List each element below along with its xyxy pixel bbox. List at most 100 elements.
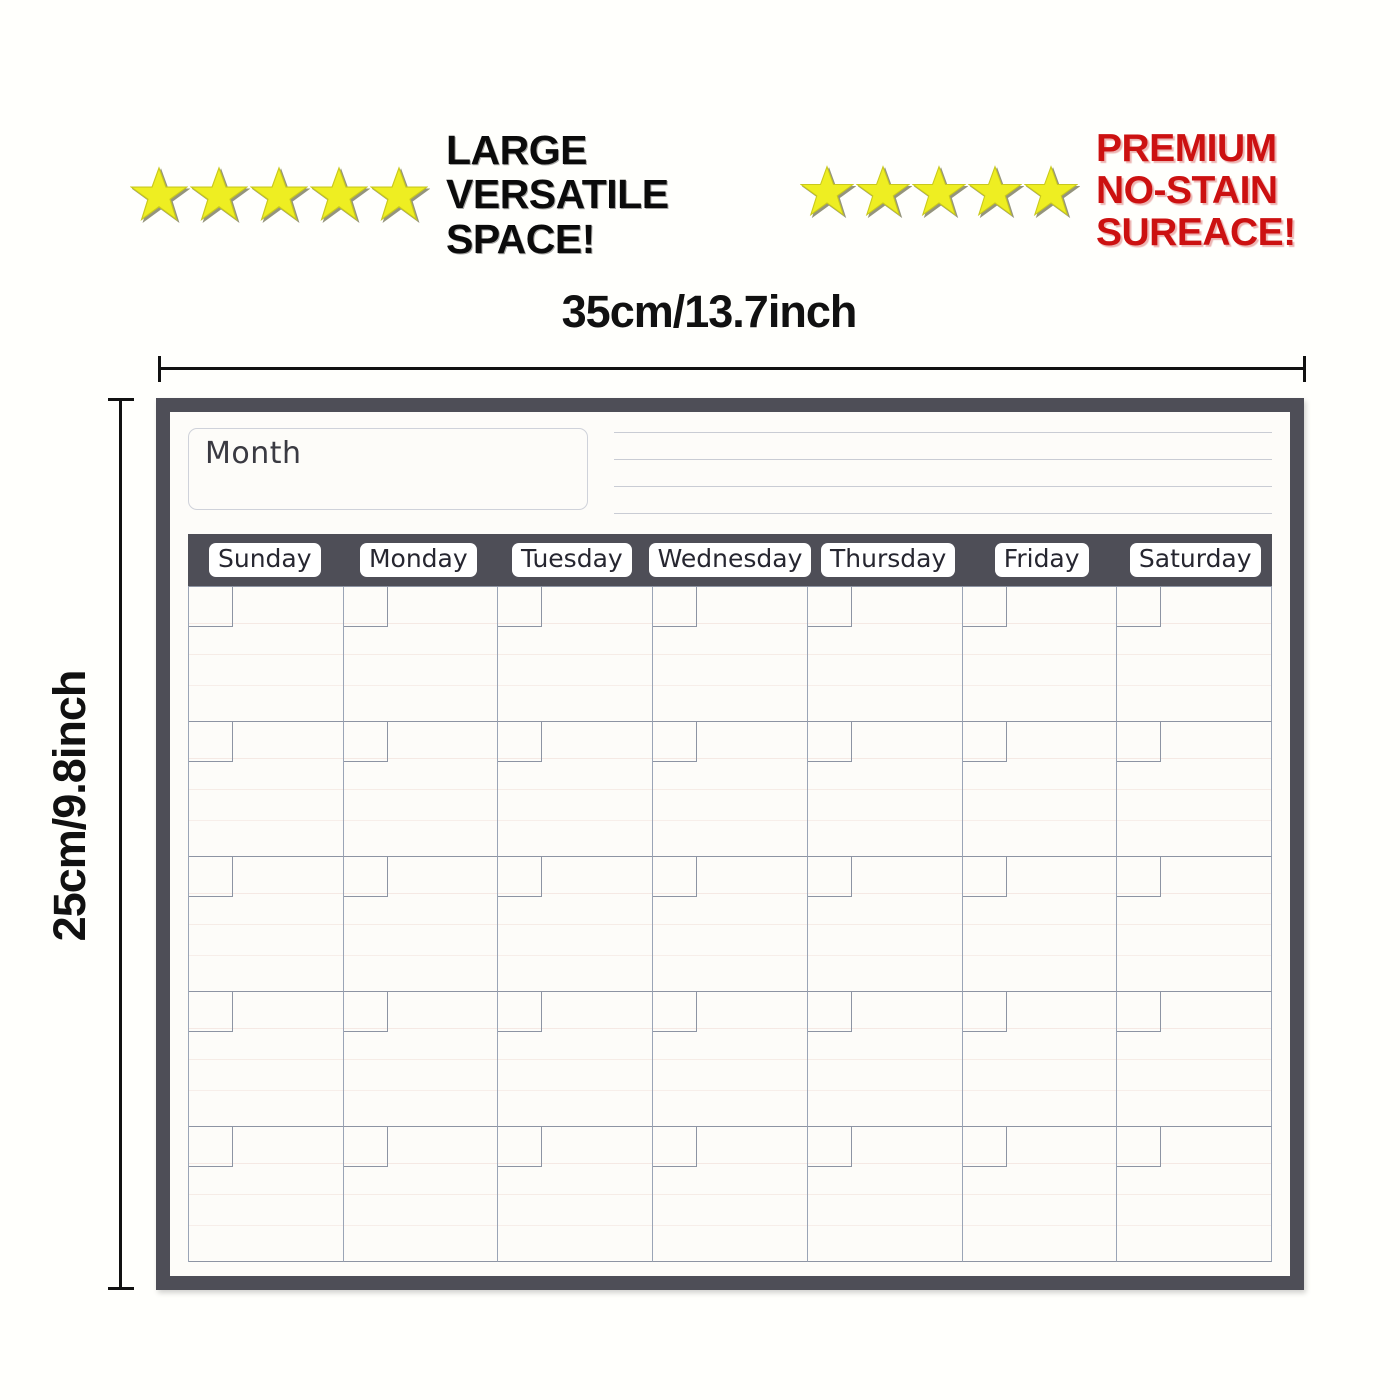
date-number-box[interactable]: [1117, 1127, 1162, 1167]
calendar-day-cell[interactable]: [189, 722, 344, 857]
date-number-box[interactable]: [343, 992, 388, 1032]
note-line: [614, 432, 1272, 433]
day-header-cell: Thursday: [811, 543, 965, 577]
calendar-day-cell[interactable]: [962, 1127, 1118, 1262]
date-number-box[interactable]: [807, 587, 852, 627]
date-number-box[interactable]: [653, 857, 698, 897]
date-number-box[interactable]: [962, 857, 1007, 897]
date-number-box[interactable]: [962, 1127, 1007, 1167]
calendar-day-cell[interactable]: [962, 587, 1118, 722]
star-icon: [190, 166, 248, 222]
day-label-wednesday: Wednesday: [648, 543, 812, 577]
star-icon: [310, 166, 368, 222]
calendar-day-cell[interactable]: [807, 722, 963, 857]
width-dimension-cap-right: [1303, 356, 1306, 382]
calendar-day-cell[interactable]: [807, 1127, 963, 1262]
height-dimension-label: 25cm/9.8inch: [44, 670, 95, 942]
height-dimension-cap-bottom: [108, 1287, 134, 1290]
star-icon: [968, 165, 1022, 217]
calendar-day-cell[interactable]: [498, 722, 654, 857]
date-number-box[interactable]: [498, 722, 543, 762]
calendar-day-cell[interactable]: [189, 992, 344, 1127]
calendar-day-cell[interactable]: [653, 587, 808, 722]
date-number-box[interactable]: [343, 722, 388, 762]
date-number-box[interactable]: [807, 1127, 852, 1167]
date-number-box[interactable]: [653, 992, 698, 1032]
calendar-day-cell[interactable]: [343, 857, 499, 992]
star-icon: [800, 165, 854, 217]
calendar-day-cell[interactable]: [343, 992, 499, 1127]
height-dimension-line: [108, 398, 134, 1290]
date-number-box[interactable]: [343, 587, 388, 627]
date-number-box[interactable]: [1117, 857, 1162, 897]
star-icon: [912, 165, 966, 217]
date-number-box[interactable]: [1117, 722, 1162, 762]
banner-premium-no-stain-surface: PREMIUM NO-STAIN SUREACE!: [800, 127, 1296, 254]
calendar-day-cell[interactable]: [343, 587, 499, 722]
day-of-week-header-bar: Sunday Monday Tuesday Wednesday Thursday…: [188, 534, 1272, 586]
date-number-box[interactable]: [653, 722, 698, 762]
date-number-box[interactable]: [189, 992, 233, 1032]
calendar-day-cell[interactable]: [962, 857, 1118, 992]
calendar-day-cell[interactable]: [807, 992, 963, 1127]
day-header-cell: Wednesday: [648, 543, 812, 577]
calendar-day-cell[interactable]: [498, 857, 654, 992]
date-number-box[interactable]: [807, 857, 852, 897]
calendar-day-cell[interactable]: [962, 992, 1118, 1127]
date-number-box[interactable]: [498, 992, 543, 1032]
date-number-box[interactable]: [189, 722, 233, 762]
day-label-tuesday: Tuesday: [511, 543, 632, 577]
calendar-day-cell[interactable]: [189, 587, 344, 722]
date-number-box[interactable]: [1117, 587, 1162, 627]
date-number-box[interactable]: [962, 992, 1007, 1032]
note-line: [614, 459, 1272, 460]
board-writing-surface: Month Sunday Monday Tuesday Wednesday Th…: [170, 412, 1290, 1276]
star-icon: [250, 166, 308, 222]
note-line: [614, 513, 1272, 514]
calendar-day-cell[interactable]: [189, 857, 344, 992]
date-number-box[interactable]: [653, 587, 698, 627]
date-number-box[interactable]: [498, 857, 543, 897]
calendar-day-cell[interactable]: [1117, 587, 1272, 722]
calendar-day-cell[interactable]: [498, 1127, 654, 1262]
calendar-day-cell[interactable]: [1117, 722, 1272, 857]
calendar-day-cell[interactable]: [807, 857, 963, 992]
date-number-box[interactable]: [189, 857, 233, 897]
calendar-day-cell[interactable]: [653, 857, 808, 992]
calendar-day-cell[interactable]: [343, 1127, 499, 1262]
calendar-day-cell[interactable]: [807, 587, 963, 722]
day-header-cell: Tuesday: [495, 543, 649, 577]
date-number-box[interactable]: [807, 722, 852, 762]
date-number-box[interactable]: [343, 857, 388, 897]
calendar-day-cell[interactable]: [343, 722, 499, 857]
calendar-day-cell[interactable]: [1117, 1127, 1272, 1262]
note-line: [614, 486, 1272, 487]
date-number-box[interactable]: [807, 992, 852, 1032]
month-field-label: Month: [205, 436, 302, 471]
date-number-box[interactable]: [962, 587, 1007, 627]
date-number-box[interactable]: [189, 1127, 233, 1167]
month-input-field[interactable]: Month: [188, 428, 588, 510]
calendar-day-cell[interactable]: [962, 722, 1118, 857]
calendar-day-cell[interactable]: [653, 722, 808, 857]
five-star-rating-icon-right: [800, 164, 1078, 218]
day-header-cell: Sunday: [188, 543, 342, 577]
star-icon: [1024, 165, 1078, 217]
calendar-day-cell[interactable]: [1117, 857, 1272, 992]
day-label-saturday: Saturday: [1129, 543, 1261, 577]
notes-ruled-area[interactable]: [614, 428, 1272, 514]
calendar-day-cell[interactable]: [498, 992, 654, 1127]
date-number-box[interactable]: [498, 587, 543, 627]
date-number-box[interactable]: [962, 722, 1007, 762]
date-number-box[interactable]: [189, 587, 233, 627]
day-header-cell: Friday: [965, 543, 1119, 577]
date-number-box[interactable]: [653, 1127, 698, 1167]
calendar-day-cell[interactable]: [653, 1127, 808, 1262]
date-number-box[interactable]: [343, 1127, 388, 1167]
date-number-box[interactable]: [1117, 992, 1162, 1032]
calendar-day-cell[interactable]: [1117, 992, 1272, 1127]
calendar-day-cell[interactable]: [498, 587, 654, 722]
calendar-day-cell[interactable]: [189, 1127, 344, 1262]
date-number-box[interactable]: [498, 1127, 543, 1167]
calendar-day-cell[interactable]: [653, 992, 808, 1127]
